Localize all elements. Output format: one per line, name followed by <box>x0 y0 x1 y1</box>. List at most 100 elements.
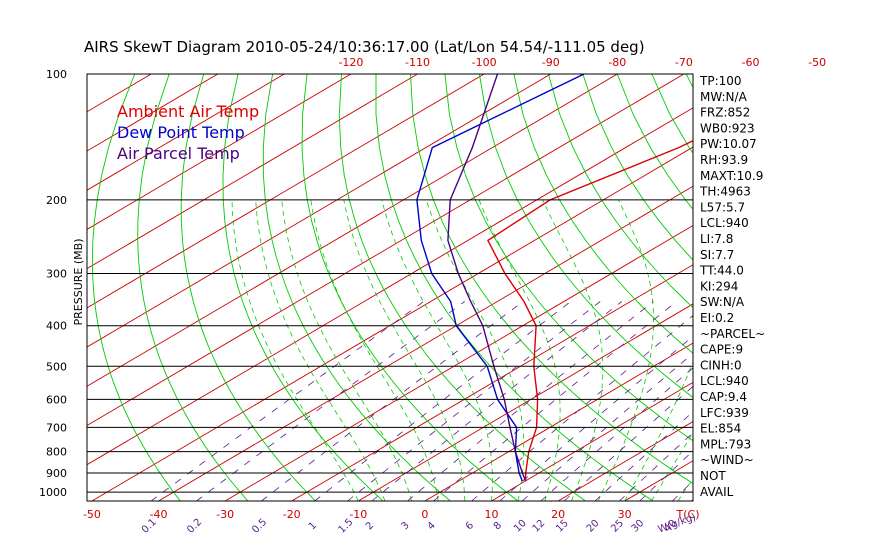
isotherm-line <box>358 303 693 501</box>
top-temp-tick-label: -50 <box>808 56 826 69</box>
isotherm-line <box>87 74 285 191</box>
index-label: KI:294 <box>700 279 738 293</box>
dry-adiabat-line <box>301 74 519 501</box>
chart-legend: Ambient Air Temp Dew Point Temp Air Parcel… <box>117 102 259 163</box>
index-label: LFC:939 <box>700 406 749 420</box>
mixing-ratio-label: 20 <box>585 518 602 535</box>
index-label: CAPE:9 <box>700 343 743 357</box>
isotherm-line <box>557 421 693 501</box>
mixing-ratio-line <box>619 432 693 501</box>
pressure-tick-label: 300 <box>46 268 67 281</box>
temp-unit-label: T(C) <box>676 508 700 521</box>
isotherm-line <box>87 74 685 427</box>
moist-adiabat-line <box>650 431 693 501</box>
dry-adiabat-line <box>137 74 249 501</box>
pressure-tick-label: 700 <box>46 421 67 434</box>
legend-entry: Air Parcel Temp <box>117 144 240 163</box>
pressure-tick-label: 1000 <box>39 486 67 499</box>
bottom-temp-tick-label: 30 <box>618 508 632 521</box>
dry-adiabat-line <box>824 74 870 501</box>
moist-adiabat-line <box>542 199 604 501</box>
mixing-ratio-line <box>639 450 693 501</box>
index-label: ~WIND~ <box>700 453 754 467</box>
dry-adiabat-line <box>91 74 181 501</box>
mixing-ratio-label: 6 <box>464 520 476 532</box>
pressure-tick-label: 200 <box>46 194 67 207</box>
isotherm-line <box>424 342 693 501</box>
bottom-temp-tick-label: -30 <box>216 508 234 521</box>
dry-adiabat-line <box>478 74 693 399</box>
isotherm-line <box>87 107 693 466</box>
index-label: RH:93.9 <box>700 153 748 167</box>
mixing-ratio-label: 2 <box>364 520 376 532</box>
moist-adiabat-line <box>478 199 561 501</box>
series-line <box>416 74 585 482</box>
dry-adiabat-line <box>755 74 870 501</box>
mixing-ratio-line <box>407 301 654 501</box>
moist-adiabat-line <box>624 360 693 501</box>
moist-adiabat-line <box>231 199 359 501</box>
background-grid <box>87 74 870 501</box>
dry-adiabat-line <box>222 74 384 501</box>
moist-adiabat-line <box>381 199 493 501</box>
isotherm-line <box>87 74 218 152</box>
isotherm-line <box>87 74 352 230</box>
dry-adiabat-line <box>651 74 693 155</box>
moist-adiabat-line <box>425 199 525 501</box>
mixing-ratio-label: 0.5 <box>250 517 269 536</box>
index-label: NOT <box>700 469 726 483</box>
index-label: CINH:0 <box>700 358 742 372</box>
dry-adiabat-line <box>547 74 693 309</box>
moist-adiabat-line <box>281 199 412 501</box>
dry-adiabat-line <box>375 74 654 501</box>
mixing-ratio-label: 8 <box>492 520 504 532</box>
mixing-ratio-line <box>471 315 693 501</box>
mixing-ratio-label: 0.2 <box>185 517 204 536</box>
dry-adiabat-line <box>180 74 316 501</box>
chart-title: AIRS SkewT Diagram 2010-05-24/10:36:17.0… <box>84 38 645 56</box>
index-label: FRZ:852 <box>700 106 750 120</box>
dry-adiabat-line <box>262 74 451 501</box>
bottom-temp-tick-label: 20 <box>551 508 565 521</box>
isotherm-line <box>491 381 693 501</box>
bottom-temp-tick-label: -50 <box>83 508 101 521</box>
pressure-tick-label: 600 <box>46 393 67 406</box>
top-temp-tick-label: -80 <box>608 56 626 69</box>
isotherm-line <box>91 146 693 501</box>
moist-adiabat-line <box>310 199 439 501</box>
isotherm-line <box>87 74 418 270</box>
index-label: EI:0.2 <box>700 311 734 325</box>
mixing-ratio-label: 3 <box>399 520 411 532</box>
index-label: LCL:940 <box>700 374 749 388</box>
isotherm-line <box>291 264 693 501</box>
top-temp-tick-label: -120 <box>338 56 363 69</box>
mixing-ratio-line <box>314 301 571 501</box>
index-label: ~PARCEL~ <box>700 327 765 341</box>
index-label: AVAIL <box>700 485 734 499</box>
mixing-ratio-line <box>371 301 623 501</box>
mixing-ratio-line <box>347 301 601 501</box>
bottom-temp-tick-label: 10 <box>484 508 498 521</box>
index-label: MPL:793 <box>700 437 751 451</box>
dry-adiabat-line <box>410 74 693 485</box>
moist-adiabat-line <box>343 199 466 501</box>
mixing-ratio-label: 1 <box>307 520 319 532</box>
top-temp-tick-label: -90 <box>542 56 560 69</box>
index-label: MAXT:10.9 <box>700 169 763 183</box>
pressure-tick-label: 500 <box>46 360 67 373</box>
isotherm-line <box>87 74 551 348</box>
top-temp-tick-label: -100 <box>472 56 497 69</box>
dry-adiabat-line <box>513 74 693 354</box>
index-label: TP:100 <box>699 74 742 88</box>
dry-adiabat-line <box>338 74 586 501</box>
moist-adiabat-line <box>255 199 386 501</box>
isotherm-line <box>224 224 693 501</box>
y-axis-label: PRESSURE (MB) <box>72 239 85 326</box>
pressure-tick-label: 400 <box>46 320 67 333</box>
index-label: TT:44.0 <box>699 264 744 278</box>
top-temp-tick-label: -60 <box>742 56 760 69</box>
mixing-ratio-line <box>433 301 677 501</box>
index-label: LCL:940 <box>700 216 749 230</box>
